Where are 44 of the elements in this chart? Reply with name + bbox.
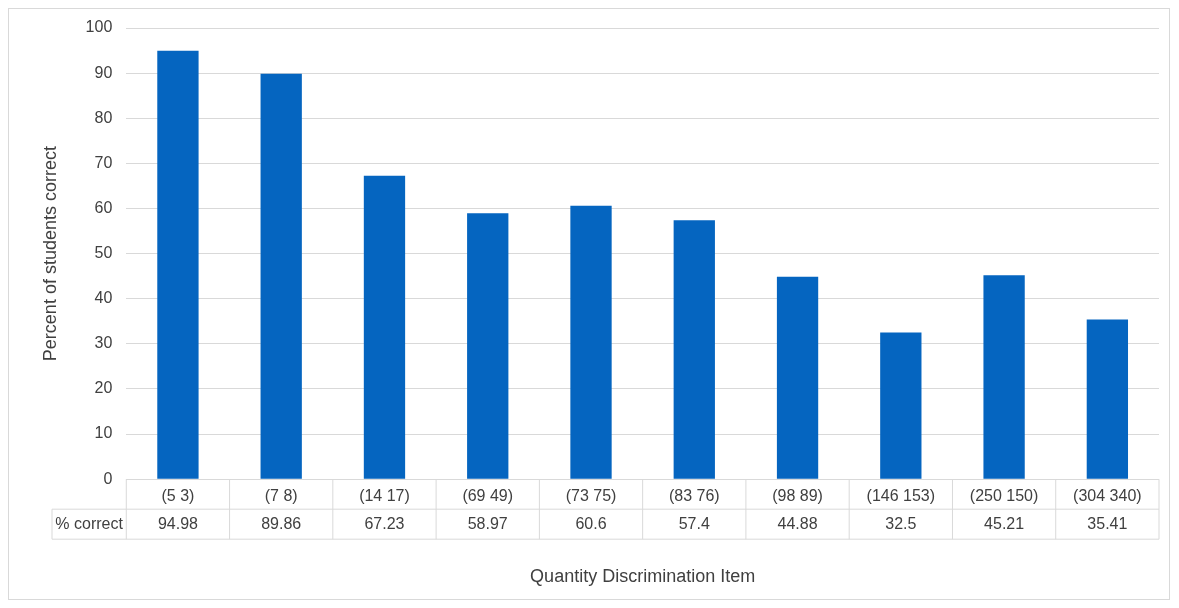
x-tick-label: (5 3) xyxy=(161,487,195,505)
x-tick-label: (98 89) xyxy=(772,487,823,505)
text: % correct xyxy=(55,514,124,532)
x-tick-label: (14 17) xyxy=(359,487,410,505)
data-label: 57.4 xyxy=(678,514,710,532)
bar xyxy=(983,275,1025,479)
x-tick-label: (146 153) xyxy=(866,487,936,505)
bar xyxy=(880,332,922,479)
data-label: 32.5 xyxy=(885,514,917,532)
y-tick-label: 0 xyxy=(103,469,113,487)
x-tick-label: (304 340) xyxy=(1073,487,1142,505)
data-label: 94.98 xyxy=(157,514,199,532)
y-tick-label: 100 xyxy=(85,18,113,36)
data-label: 89.86 xyxy=(261,514,302,532)
y-tick-label: 70 xyxy=(94,153,113,171)
y-tick-label: 60 xyxy=(94,198,113,216)
y-tick-label: 50 xyxy=(94,244,113,262)
y-tick-label: 20 xyxy=(94,379,113,397)
bar xyxy=(363,175,406,479)
data-label: 67.23 xyxy=(364,514,405,532)
y-tick-label: 80 xyxy=(94,108,113,126)
x-tick-label: (69 49) xyxy=(462,487,514,505)
y-tick-label: 30 xyxy=(94,334,113,352)
x-tick-label: (7 8) xyxy=(264,487,298,505)
data-label: 58.97 xyxy=(467,514,508,532)
y-tick-label: 90 xyxy=(94,63,113,81)
bar xyxy=(260,73,302,479)
x-axis-title: Quantity Discrimination Item xyxy=(530,566,756,587)
y-tick-label: 10 xyxy=(94,424,113,442)
y-axis-title: Percent of students correct xyxy=(39,146,60,362)
bar xyxy=(467,213,509,479)
x-tick-label: (83 76) xyxy=(668,487,720,505)
bar xyxy=(673,220,715,479)
y-tick-label: 40 xyxy=(94,289,113,307)
bar xyxy=(776,276,819,479)
bar xyxy=(570,205,612,479)
data-label: 35.41 xyxy=(1087,514,1128,532)
data-label: 45.21 xyxy=(984,514,1025,532)
data-label: 60.6 xyxy=(575,514,607,532)
bar xyxy=(1086,319,1129,479)
bar xyxy=(157,50,199,479)
x-tick-label: (250 150) xyxy=(969,487,1039,505)
data-label: 44.88 xyxy=(777,514,818,532)
x-tick-label: (73 75) xyxy=(565,487,617,505)
